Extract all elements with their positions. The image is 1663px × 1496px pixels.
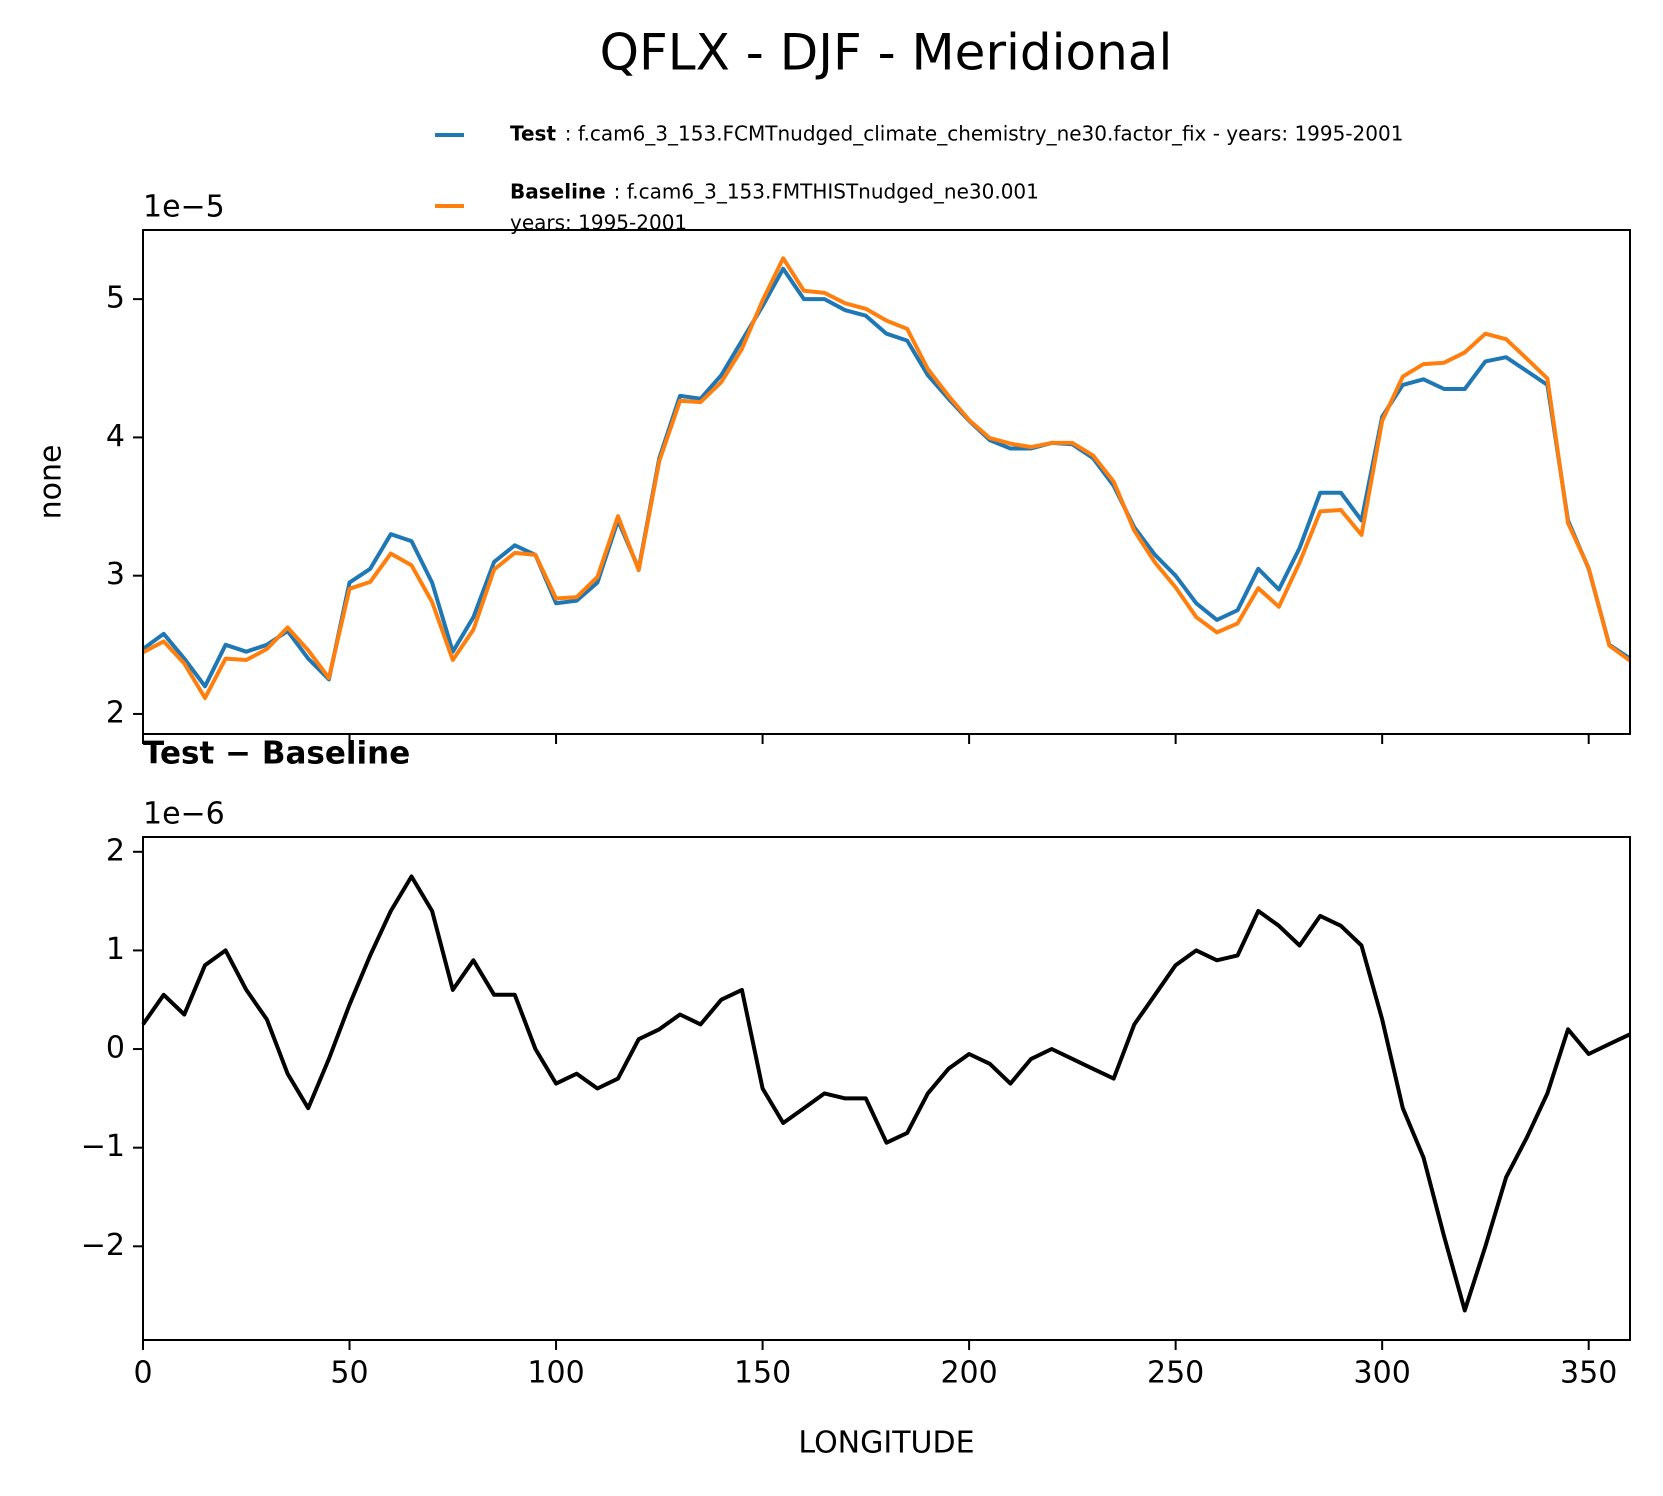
offset-label: 1e−5 bbox=[143, 190, 225, 225]
offset-label: 1e−6 bbox=[143, 797, 225, 832]
data-line bbox=[141, 874, 1631, 1313]
legend-name: Baseline bbox=[510, 180, 606, 204]
y-tick-label: 5 bbox=[106, 281, 125, 316]
y-tick-label: 2 bbox=[106, 833, 125, 868]
legend-text: : f.cam6_3_153.FCMTnudged_climate_chemis… bbox=[565, 122, 1404, 146]
figure-title: QFLX - DJF - Meridional bbox=[600, 24, 1173, 82]
y-tick-label: −1 bbox=[81, 1129, 125, 1164]
y-axis-label: none bbox=[34, 445, 69, 520]
y-tick-label: 1 bbox=[106, 932, 125, 967]
x-tick-label: 100 bbox=[527, 1356, 584, 1391]
x-tick-label: 350 bbox=[1560, 1356, 1617, 1391]
y-tick-label: 0 bbox=[106, 1031, 125, 1066]
x-tick-label: 200 bbox=[940, 1356, 997, 1391]
x-tick-label: 50 bbox=[330, 1356, 368, 1391]
y-tick-label: 4 bbox=[106, 419, 125, 454]
x-tick-label: 150 bbox=[734, 1356, 791, 1391]
data-line bbox=[142, 256, 1632, 700]
axes-frame bbox=[142, 836, 1631, 1341]
y-tick-label: −2 bbox=[81, 1228, 125, 1263]
y-tick-label: 3 bbox=[106, 557, 125, 592]
axes-title: Test − Baseline bbox=[143, 736, 410, 772]
x-tick-label: 250 bbox=[1147, 1356, 1204, 1391]
legend-text: years: 1995-2001 bbox=[510, 211, 687, 235]
legend-text: : f.cam6_3_153.FMTHISTnudged_ne30.001 bbox=[614, 180, 1039, 204]
legend-name: Test bbox=[510, 122, 556, 146]
x-tick-label: 300 bbox=[1354, 1356, 1411, 1391]
x-tick-label: 0 bbox=[133, 1356, 152, 1391]
y-tick-label: 2 bbox=[106, 695, 125, 730]
x-axis-label: LONGITUDE bbox=[798, 1426, 974, 1461]
axes-frame bbox=[142, 229, 1631, 735]
